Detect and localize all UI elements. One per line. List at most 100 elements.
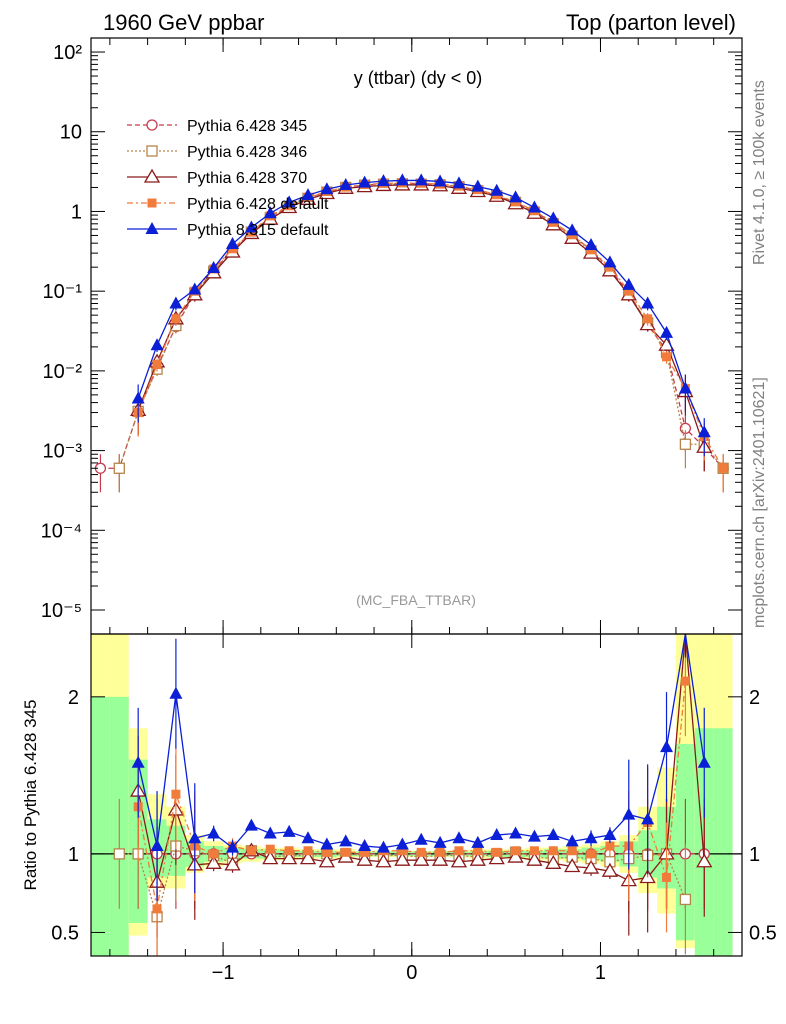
ratio-point-4-5 bbox=[188, 831, 202, 844]
ratio-point-3-25 bbox=[567, 846, 577, 856]
main-point-4-14 bbox=[358, 175, 372, 188]
ratio-y-tick-label-right-0: 0.5 bbox=[749, 922, 777, 944]
legend-marker-1 bbox=[146, 145, 158, 157]
ratio-point-3-4 bbox=[171, 789, 181, 799]
ratio-point-2-21 bbox=[488, 850, 505, 865]
ratio-point-4-12 bbox=[320, 837, 334, 850]
y-tick-label--1: 10⁻¹ bbox=[43, 281, 83, 303]
main-point-4-4 bbox=[169, 296, 183, 309]
main-point-3-30 bbox=[662, 352, 672, 362]
ratio-point-2-9 bbox=[262, 850, 279, 865]
ratio-point-4-28 bbox=[622, 807, 636, 820]
ratio-point-3-26 bbox=[586, 849, 596, 859]
main-point-4-27 bbox=[603, 255, 617, 268]
main-point-4-29 bbox=[641, 296, 655, 309]
main-point-4-24 bbox=[546, 211, 560, 224]
ratio-point-3-27 bbox=[605, 841, 615, 851]
main-point-3-3 bbox=[152, 360, 162, 370]
ratio-point-3-13 bbox=[341, 847, 351, 857]
main-point-4-2 bbox=[131, 391, 145, 404]
ratio-point-3-12 bbox=[322, 847, 332, 857]
main-point-4-19 bbox=[452, 176, 466, 189]
legend-marker-3 bbox=[147, 198, 157, 208]
main-point-4-6 bbox=[207, 261, 221, 274]
ratio-point-4-22 bbox=[509, 826, 523, 839]
main-point-4-13 bbox=[339, 177, 353, 190]
main-point-1-31 bbox=[679, 438, 692, 450]
ratio-point-2-7 bbox=[224, 856, 241, 871]
mcplots-label: mcplots.cern.ch [arXiv:2401.10621] bbox=[751, 377, 768, 628]
ratio-point-2-18 bbox=[431, 851, 449, 866]
ratio-point-4-21 bbox=[490, 828, 504, 841]
ratio-plot-frame bbox=[90, 633, 743, 957]
ratio-point-4-8 bbox=[244, 818, 258, 831]
main-point-4-3 bbox=[150, 338, 164, 351]
plot-title: y (ttbar) (dy < 0) bbox=[354, 68, 483, 88]
main-point-4-11 bbox=[301, 188, 315, 201]
ratio-y-tick-label-left-1: 1 bbox=[68, 844, 79, 866]
y-tick-label--2: 10⁻² bbox=[43, 361, 83, 383]
ratio-point-2-6 bbox=[205, 855, 222, 869]
main-point-4-25 bbox=[565, 223, 579, 236]
ratio-point-4-19 bbox=[452, 831, 466, 844]
ratio-point-3-20 bbox=[473, 846, 483, 856]
ratio-point-2-16 bbox=[394, 851, 411, 866]
ratio-point-3-24 bbox=[548, 846, 558, 856]
ratio-point-1-31 bbox=[679, 893, 692, 906]
ratio-point-4-27 bbox=[603, 828, 617, 841]
main-point-3-28 bbox=[624, 286, 634, 296]
main-point-3-29 bbox=[643, 314, 653, 324]
legend-label-4: Pythia 8.315 default bbox=[187, 222, 329, 239]
main-point-4-22 bbox=[509, 190, 523, 203]
main-series-group bbox=[94, 173, 729, 493]
ratio-point-2-24 bbox=[545, 855, 562, 869]
ratio-point-4-25 bbox=[565, 834, 579, 847]
main-point-4-23 bbox=[527, 200, 541, 213]
legend-label-3: Pythia 6.428 default bbox=[187, 196, 329, 213]
band-green-0 bbox=[91, 696, 110, 956]
ratio-point-4-26 bbox=[584, 831, 598, 844]
ratio-point-4-3 bbox=[150, 839, 164, 852]
ratio-point-2-19 bbox=[450, 853, 468, 868]
y-tick-label-0: 1 bbox=[71, 201, 82, 223]
main-point-4-9 bbox=[263, 206, 277, 219]
ratio-point-4-11 bbox=[301, 831, 315, 844]
main-point-4-12 bbox=[320, 182, 334, 195]
ratio-point-4-32 bbox=[697, 755, 711, 768]
ratio-point-4-23 bbox=[527, 829, 541, 842]
main-point-4-31 bbox=[678, 381, 692, 394]
ratio-point-4-29 bbox=[641, 812, 655, 825]
main-point-4-8 bbox=[244, 220, 258, 233]
x-tick-label-1: 0 bbox=[406, 962, 417, 984]
ratio-point-3-21 bbox=[492, 847, 502, 857]
ratio-point-4-14 bbox=[358, 839, 372, 852]
ratio-point-2-20 bbox=[469, 851, 486, 866]
ratio-point-2-10 bbox=[280, 850, 298, 865]
ratio-point-3-10 bbox=[284, 846, 294, 856]
legend-label-0: Pythia 6.428 345 bbox=[187, 118, 307, 135]
main-point-4-17 bbox=[414, 173, 428, 186]
ratio-point-3-18 bbox=[435, 847, 445, 857]
ratio-point-4-24 bbox=[546, 828, 560, 841]
ratio-point-4-7 bbox=[226, 840, 240, 853]
ratio-point-3-31 bbox=[680, 676, 690, 686]
ratio-point-2-11 bbox=[299, 850, 317, 865]
ratio-point-4-4 bbox=[169, 686, 183, 699]
ratio-point-4-17 bbox=[414, 832, 428, 845]
y-tick-label--3: 10⁻³ bbox=[43, 441, 83, 463]
main-point-4-5 bbox=[188, 282, 202, 295]
x-tick-label-2: 1 bbox=[595, 962, 606, 984]
y-tick-label-2: 10² bbox=[53, 42, 82, 64]
main-point-4-15 bbox=[376, 174, 390, 187]
ratio-point-1-1 bbox=[113, 848, 125, 860]
ratio-point-2-14 bbox=[356, 851, 373, 866]
ratio-point-3-3 bbox=[152, 904, 162, 914]
legend-label-1: Pythia 6.428 346 bbox=[187, 144, 307, 161]
ratio-point-4-16 bbox=[395, 837, 409, 850]
axes: −1 0 1 10⁻⁵ 10⁻⁴ 10⁻³ 10⁻² 10⁻¹ 1 10 10² 0.5 0.5 1 1 2 2 bbox=[41, 38, 777, 984]
ratio-point-2-23 bbox=[526, 851, 543, 866]
ratio-point-4-30 bbox=[660, 740, 674, 753]
ratio-point-3-17 bbox=[416, 847, 426, 857]
ratio-point-2-17 bbox=[413, 851, 430, 866]
ratio-point-4-10 bbox=[282, 824, 296, 837]
